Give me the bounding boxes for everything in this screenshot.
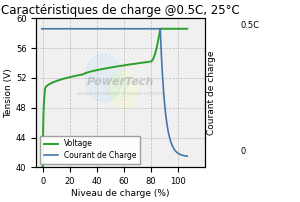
Y-axis label: Courant de charge: Courant de charge: [208, 50, 217, 135]
Y-axis label: Tension (V): Tension (V): [4, 68, 13, 118]
Text: 0.5C: 0.5C: [241, 21, 260, 30]
X-axis label: Niveau de charge (%): Niveau de charge (%): [71, 189, 170, 198]
Text: PowerTech: PowerTech: [87, 77, 154, 87]
Text: ADVANCED ENERGY STORAGE SYSTEMS: ADVANCED ENERGY STORAGE SYSTEMS: [77, 92, 164, 96]
Ellipse shape: [85, 54, 122, 102]
Title: Caractéristiques de charge @0.5C, 25°C: Caractéristiques de charge @0.5C, 25°C: [1, 4, 240, 17]
Legend: Voltage, Courant de Charge: Voltage, Courant de Charge: [40, 136, 140, 163]
Ellipse shape: [110, 71, 137, 108]
Ellipse shape: [107, 74, 127, 100]
Text: 0: 0: [241, 147, 246, 156]
